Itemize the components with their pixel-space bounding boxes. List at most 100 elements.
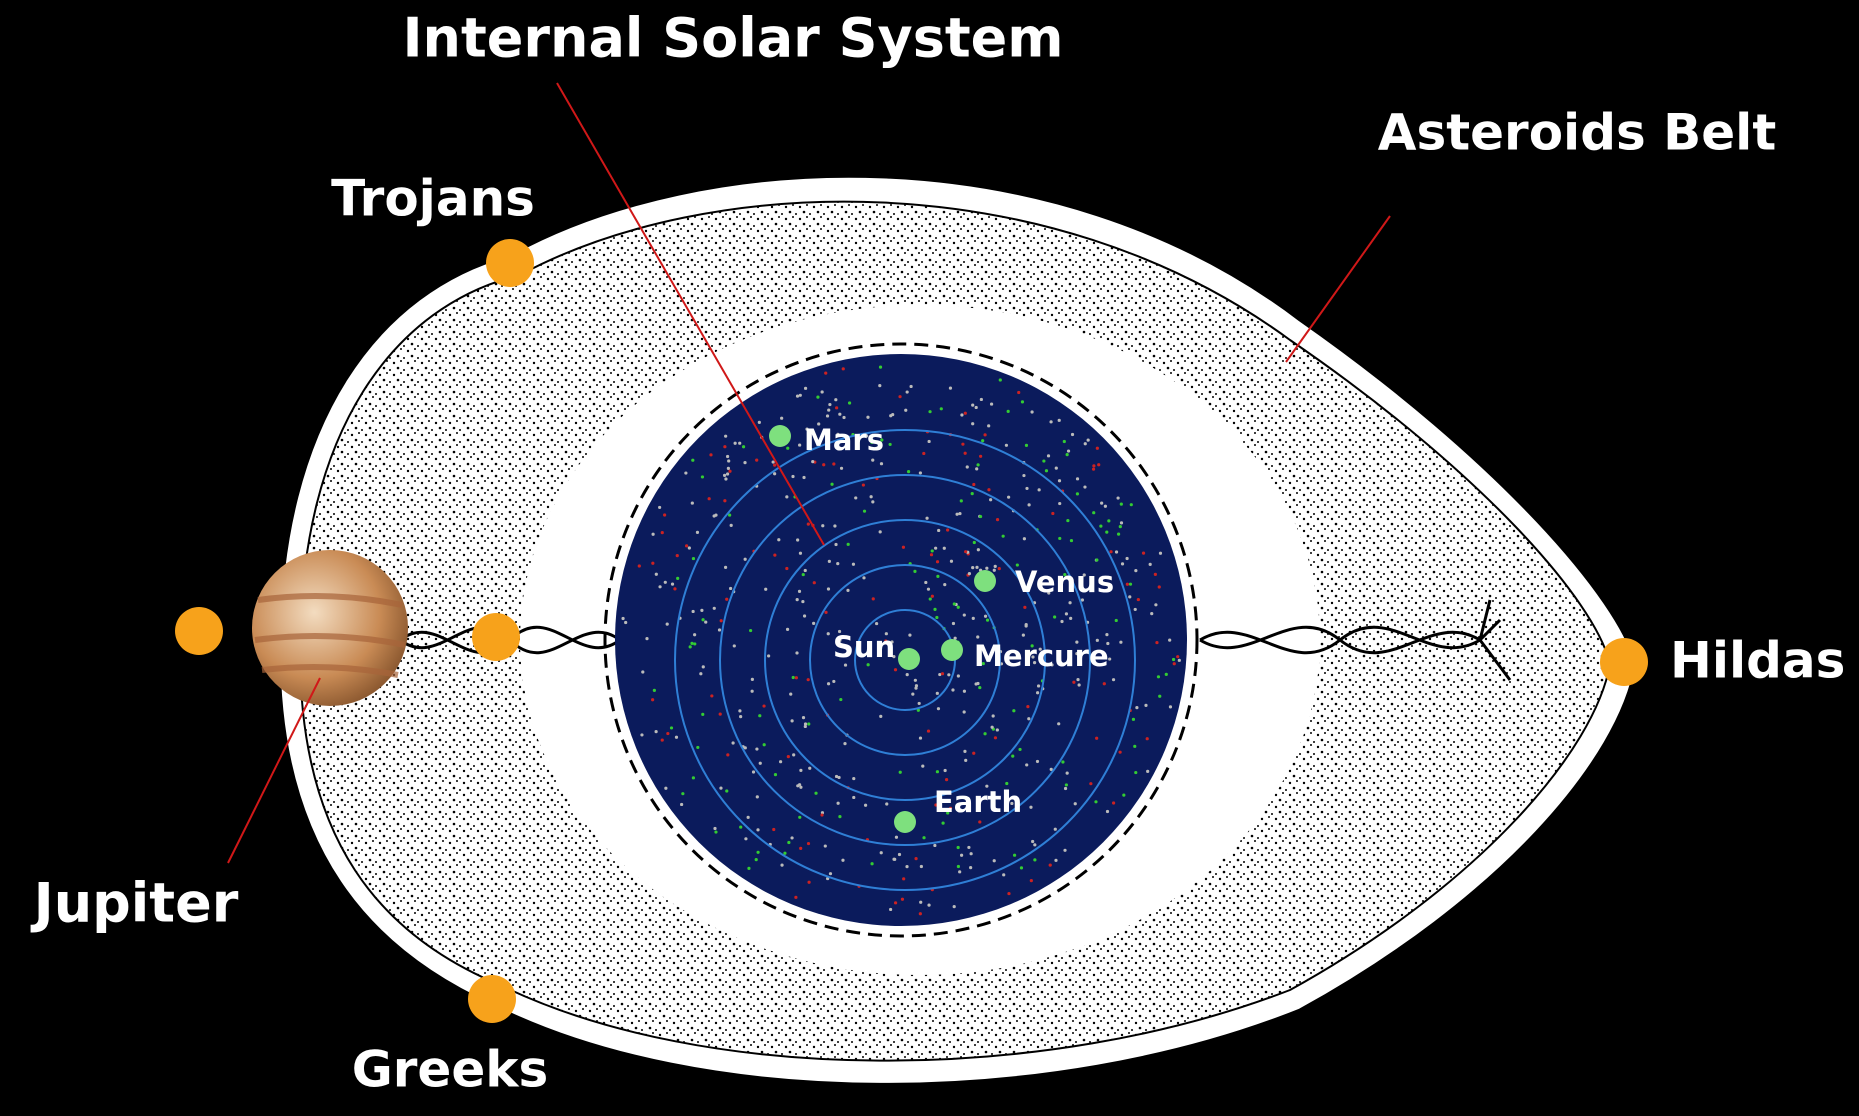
star [846,589,849,592]
star [726,753,729,756]
star [864,804,867,807]
star [979,515,982,518]
star [807,678,810,681]
star [755,858,758,861]
star [840,467,843,470]
star [879,715,882,718]
star [1134,569,1137,572]
star [790,836,793,839]
star [796,538,799,541]
star [889,414,892,417]
star [889,443,892,446]
star [1021,400,1024,403]
star [930,553,933,556]
diagram: Mars Venus Sun Mercure Earth Internal So… [0,0,1859,1116]
star [1072,681,1075,684]
star [928,410,931,413]
star [739,825,742,828]
star [1083,485,1086,488]
star [714,830,717,833]
star [666,732,669,735]
star [1146,737,1149,740]
label: Asteroids Belt [1378,104,1776,162]
star [1158,585,1161,588]
star [658,506,661,509]
star [979,455,982,458]
star [914,687,917,690]
star [964,759,967,762]
star [664,581,667,584]
star [828,403,831,406]
star [963,690,966,693]
star [947,673,950,676]
star [1022,634,1025,637]
star [759,762,762,765]
star [1096,447,1099,450]
star [971,566,974,569]
star [1074,802,1077,805]
star [756,828,759,831]
star [684,471,687,474]
star [772,460,775,463]
star [975,406,978,409]
star [1125,557,1128,560]
star [833,524,836,527]
star [1078,683,1081,686]
star [971,492,974,495]
star [1173,662,1176,665]
star [1033,843,1036,846]
star [756,851,759,854]
star [1064,787,1067,790]
star [863,510,866,513]
planet-label: Mercure [974,639,1109,673]
star [1027,717,1030,720]
star [1011,755,1014,758]
star [821,390,824,393]
star [984,615,987,618]
star [1049,864,1052,867]
star [958,870,961,873]
star [1067,449,1070,452]
star [1155,641,1158,644]
star [651,562,654,565]
star [1106,810,1109,813]
star [927,588,930,591]
star [670,726,673,729]
star [1100,502,1103,505]
star [1026,705,1029,708]
star [872,597,875,600]
star [832,462,835,465]
star [880,851,883,854]
star [789,693,792,696]
star [838,815,841,818]
star [933,844,936,847]
star [960,413,963,416]
star [943,583,946,586]
star [1057,722,1060,725]
star [980,398,983,401]
star [991,726,994,729]
star [724,477,727,480]
star [796,598,799,601]
star [1007,892,1010,895]
star [1065,612,1068,615]
star [755,747,758,750]
star [704,620,707,623]
star [807,722,810,725]
star [1092,511,1095,514]
star [1076,678,1079,681]
star [787,841,790,844]
star [852,563,855,566]
star [1092,464,1095,467]
star [933,608,936,611]
star [807,523,810,526]
star [1089,782,1092,785]
star [902,546,905,549]
star [1022,474,1025,477]
star [719,713,722,716]
star [1058,502,1061,505]
star [914,857,917,860]
star [843,742,846,745]
star [791,475,794,478]
star [1053,615,1056,618]
